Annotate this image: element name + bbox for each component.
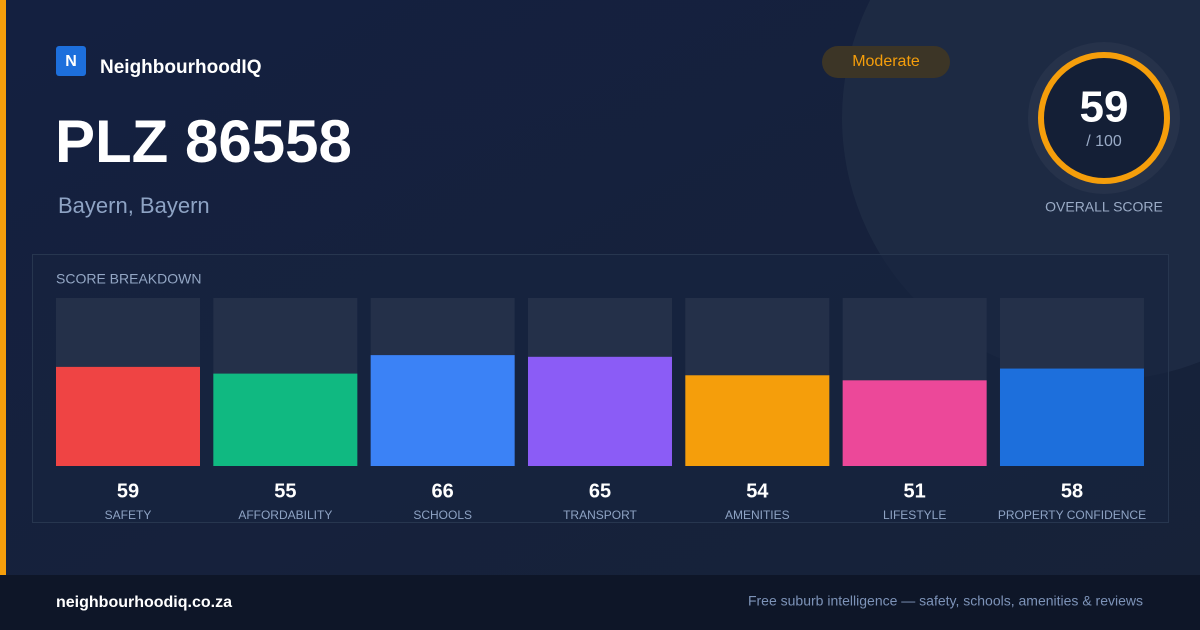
bars: 59 SAFETY 55 AFFORDABILITY 66 SCHOOLS 65 TRANSP… <box>56 298 1146 522</box>
category-label: TRANSPORT <box>563 508 637 522</box>
value-label: 59 <box>117 480 139 502</box>
logo-letter: N <box>65 53 77 70</box>
bar <box>370 355 515 466</box>
category-label: PROPERTY CONFIDENCE <box>998 508 1146 522</box>
value-label: 55 <box>274 480 296 502</box>
bar <box>685 375 830 466</box>
badge <box>822 46 950 78</box>
value-label: 58 <box>1061 480 1083 502</box>
bar <box>842 380 987 466</box>
footer-site: neighbourhoodiq.co.za <box>56 594 232 611</box>
bar <box>213 373 358 466</box>
overall-score: 59 <box>1080 83 1129 132</box>
bar <box>999 368 1144 466</box>
footer-tagline: Free suburb intelligence — safety, schoo… <box>748 593 1143 609</box>
value-label: 65 <box>589 480 611 502</box>
bar <box>527 356 672 466</box>
chart-title: SCORE BREAKDOWN <box>56 271 201 287</box>
category-label: SCHOOLS <box>413 508 472 522</box>
value-label: 66 <box>432 480 454 502</box>
category-label: SAFETY <box>105 508 152 522</box>
value-label: 51 <box>904 480 926 502</box>
category-label: AMENITIES <box>725 508 790 522</box>
bar <box>56 366 200 466</box>
score-ring <box>1038 52 1170 184</box>
category-label: AFFORDABILITY <box>238 508 332 522</box>
subtitle: Bayern, Bayern <box>58 193 210 218</box>
brand-name: NeighbourhoodIQ <box>100 57 261 78</box>
category-label: LIFESTYLE <box>883 508 946 522</box>
value-label: 54 <box>746 480 769 502</box>
logo <box>56 46 86 76</box>
page-title: PLZ 86558 <box>55 108 352 175</box>
score-max: / 100 <box>1086 133 1122 150</box>
footer <box>0 575 1200 630</box>
score-label: OVERALL SCORE <box>1045 199 1163 215</box>
accent-stripe <box>0 0 6 575</box>
badge-text: Moderate <box>852 53 920 70</box>
